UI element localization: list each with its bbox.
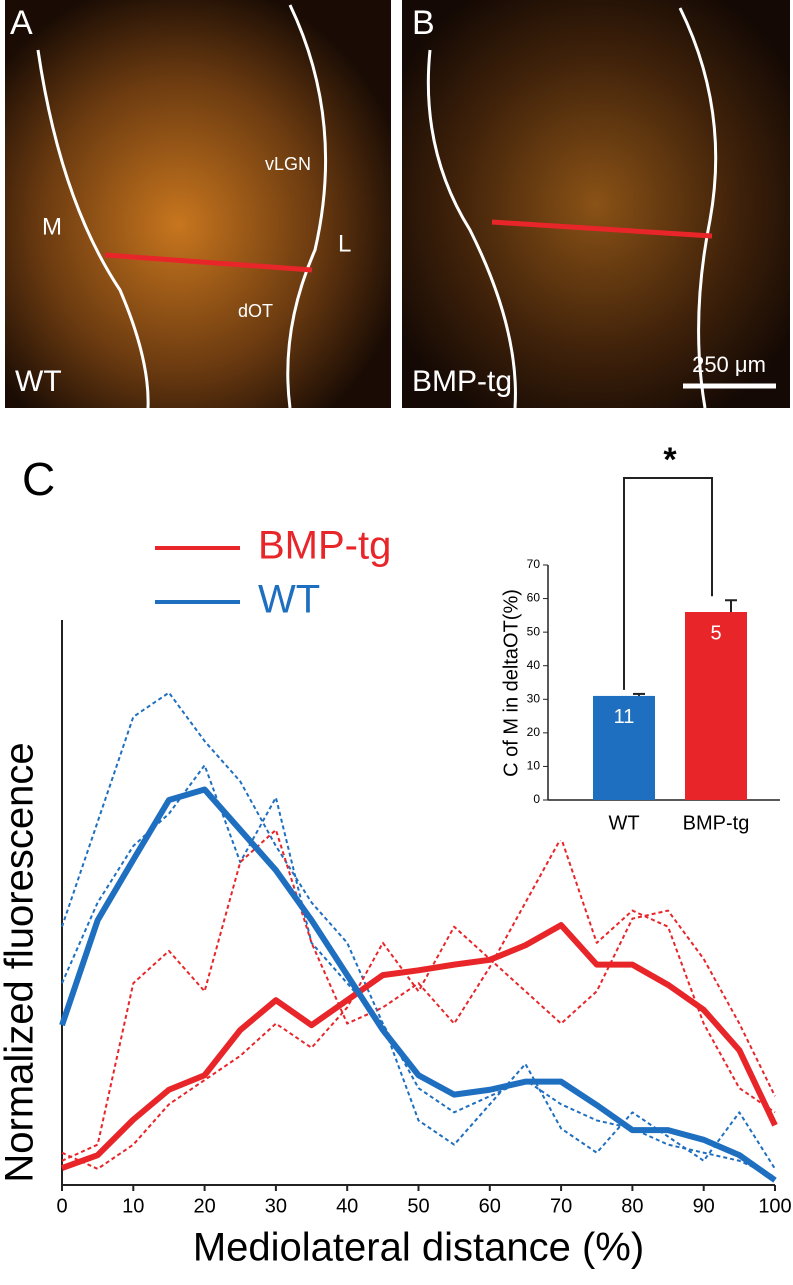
x-tick-label: 40 (336, 1195, 358, 1217)
trace-line (61, 909, 776, 1170)
genotype-label: WT (15, 365, 62, 398)
y-axis-label: Normalized fluorescence (0, 742, 42, 1182)
micrograph (5, 0, 391, 408)
mean-line (60, 922, 778, 1171)
mean-line (59, 786, 777, 1183)
n-label: 11 (614, 706, 635, 728)
significance-bracket (623, 477, 713, 690)
y-tick-label: 40 (527, 658, 541, 672)
bar (593, 695, 655, 800)
x-tick-label: 90 (693, 1195, 715, 1217)
x-tick-label: 80 (621, 1195, 643, 1217)
outline (36, 49, 150, 409)
x-tick-label: WT (608, 812, 639, 834)
significance-star: * (663, 441, 677, 479)
x-tick-label: 100 (758, 1195, 791, 1217)
y-tick-label: 60 (527, 591, 541, 605)
outline (426, 49, 517, 409)
y-tick-label: 50 (527, 624, 541, 638)
x-axis-label: Mediolateral distance (%) (193, 1226, 644, 1270)
trace-line (61, 691, 776, 1178)
x-tick-label: 50 (407, 1195, 429, 1217)
x-tick-label: 60 (479, 1195, 501, 1217)
y-tick-label: 20 (527, 725, 541, 739)
legend-label: WT (258, 578, 320, 622)
scale-bar-label: 250 μm (692, 352, 766, 377)
bar (685, 612, 747, 800)
legend-label: BMP-tg (258, 524, 391, 568)
x-tick-label: 70 (550, 1195, 572, 1217)
measure-line (491, 219, 713, 239)
y-axis-label: C of M in deltaOT(%) (500, 589, 522, 777)
region-label: vLGN (265, 154, 311, 174)
trace-line (61, 828, 776, 1162)
genotype-label: BMP-tg (412, 365, 512, 398)
y-tick-label: 30 (527, 691, 541, 705)
region-label: M (42, 213, 62, 240)
outline (678, 7, 718, 409)
x-tick-label: BMP-tg (683, 812, 750, 834)
panel-a: A WT M L vLGN dOT (5, 0, 391, 409)
outline (286, 4, 328, 409)
y-tick-label: 70 (527, 557, 541, 571)
panel-letter: B (412, 4, 435, 42)
x-tick-label: 10 (122, 1195, 144, 1217)
micrograph (402, 0, 790, 408)
measure-line (104, 252, 313, 273)
y-tick-label: 0 (533, 792, 540, 806)
x-tick-label: 20 (193, 1195, 215, 1217)
x-tick-label: 30 (265, 1195, 287, 1217)
y-tick-label: 10 (527, 759, 541, 773)
region-label: dOT (238, 301, 273, 321)
panel-b: B BMP-tg 250 μm (402, 0, 790, 409)
panel-letter: C (22, 453, 55, 505)
region-label: L (338, 230, 351, 257)
n-label: 5 (710, 622, 721, 644)
x-tick-label: 0 (56, 1195, 67, 1217)
panel-letter: A (10, 4, 33, 42)
